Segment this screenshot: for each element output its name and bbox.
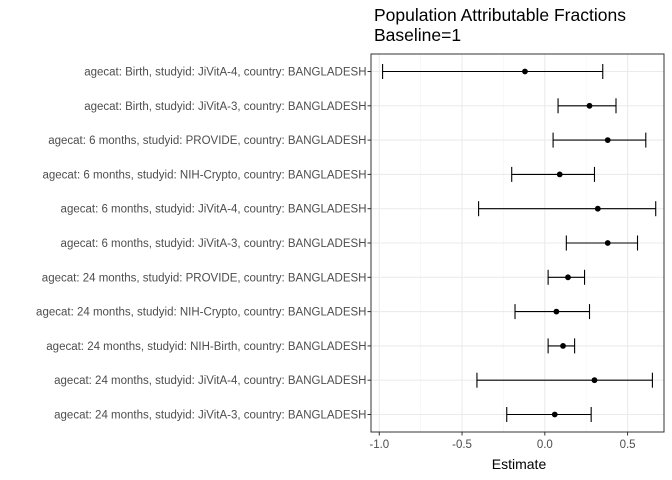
- category-label: agecat: 6 months, studyid: JiVitA-3, cou…: [61, 238, 367, 250]
- x-tick-label: 0.5: [620, 439, 636, 451]
- chart-title: Population Attributable Fractions: [374, 5, 626, 25]
- category-label: agecat: 24 months, studyid: JiVitA-4, co…: [54, 375, 366, 387]
- estimate-point: [551, 411, 558, 418]
- estimate-point: [565, 274, 571, 281]
- category-label: agecat: Birth, studyid: JiVitA-4, countr…: [84, 67, 366, 79]
- estimate-point: [553, 308, 560, 315]
- category-label: agecat: 6 months, studyid: NIH-Crypto, c…: [42, 169, 366, 181]
- x-axis: -1.0 -0.5 0.0 0.5: [369, 432, 636, 451]
- category-label: agecat: 24 months, studyid: PROVIDE, cou…: [42, 272, 367, 284]
- estimate-point: [591, 377, 598, 384]
- marks: [382, 64, 657, 422]
- category-label: agecat: 6 months, studyid: PROVIDE, coun…: [48, 135, 366, 147]
- x-tick-label: -1.0: [369, 439, 389, 451]
- category-label: agecat: 6 months, studyid: JiVitA-4, cou…: [61, 204, 367, 216]
- category-label: agecat: 24 months, studyid: NIH-Birth, c…: [46, 341, 366, 353]
- estimate-point: [604, 240, 611, 246]
- category-label: agecat: Birth, studyid: JiVitA-3, countr…: [84, 101, 366, 113]
- x-tick-label: -0.5: [452, 439, 472, 451]
- x-axis-title: Estimate: [492, 456, 547, 472]
- estimate-point: [556, 171, 563, 178]
- x-tick-label: 0.0: [537, 439, 553, 451]
- chart-subtitle: Baseline=1: [374, 25, 461, 45]
- category-label: agecat: 24 months, studyid: NIH-Crypto, …: [36, 307, 366, 319]
- estimate-point: [586, 102, 593, 109]
- estimate-point: [594, 205, 601, 212]
- estimate-point: [522, 68, 528, 75]
- estimate-point: [560, 343, 566, 349]
- estimate-point: [604, 137, 611, 144]
- category-label: agecat: 24 months, studyid: JiVitA-3, co…: [54, 410, 366, 422]
- category-labels: agecat: Birth, studyid: JiVitA-4, countr…: [36, 67, 371, 422]
